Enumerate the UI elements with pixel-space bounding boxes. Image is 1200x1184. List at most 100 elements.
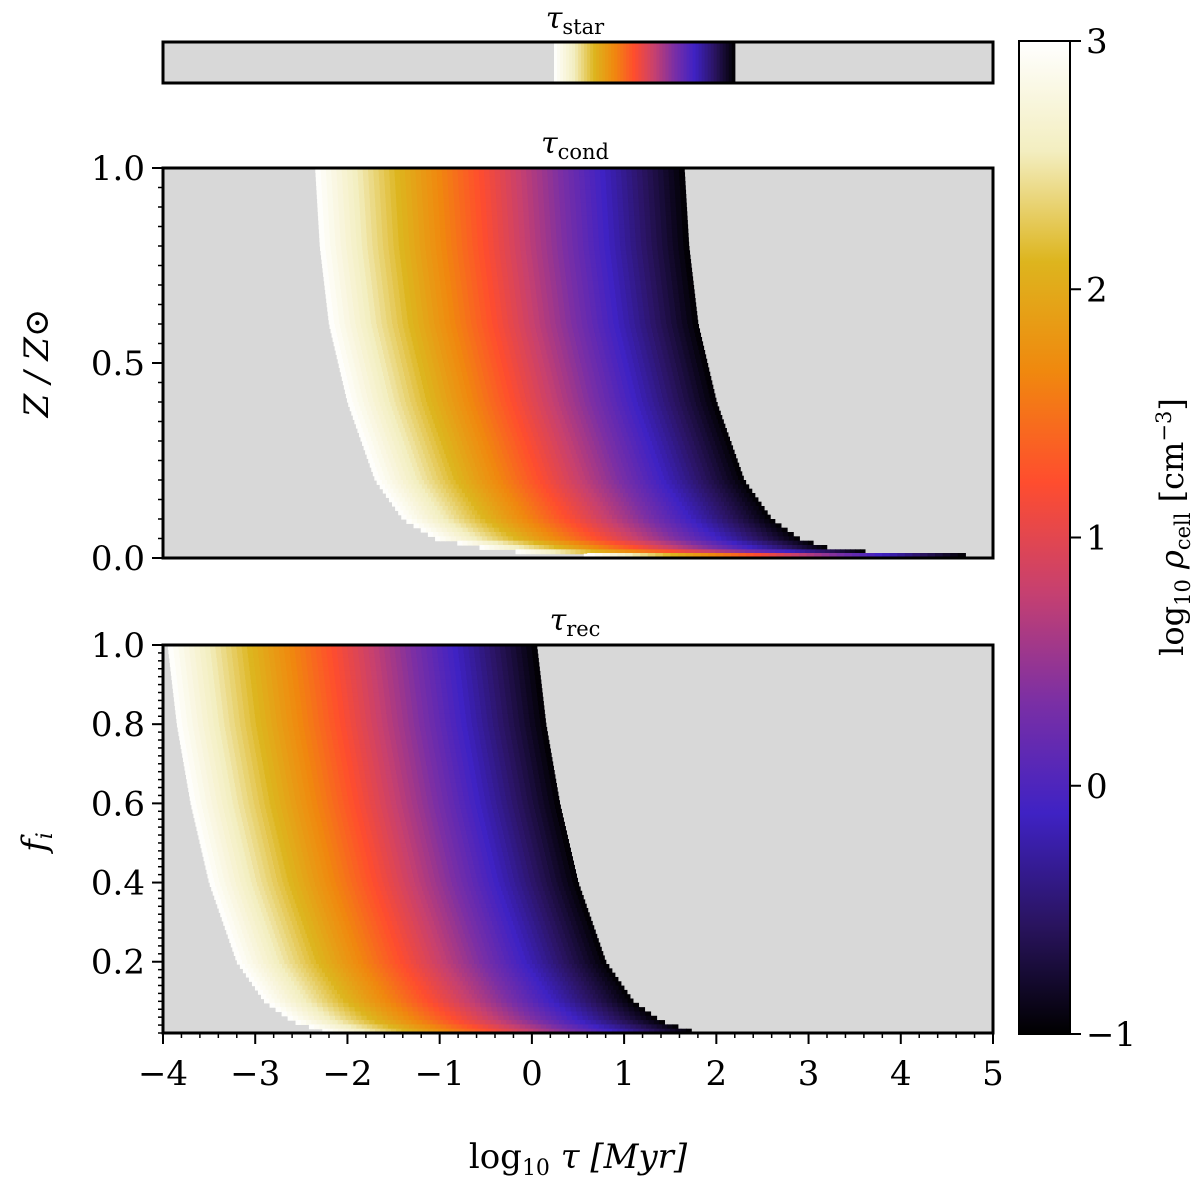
heatmap-cell — [458, 176, 464, 182]
heatmap-cell — [717, 462, 724, 468]
heatmap-cell — [546, 350, 553, 355]
heatmap-cell — [441, 246, 448, 251]
heatmap-cell — [587, 224, 594, 230]
heatmap-cell — [439, 436, 446, 442]
heatmap-cell — [484, 445, 491, 451]
heatmap-cell — [572, 246, 579, 251]
heatmap-cell — [690, 380, 697, 386]
heatmap-cell — [436, 428, 443, 433]
heatmap-cell — [636, 350, 642, 355]
heatmap-cell — [495, 181, 502, 186]
heatmap-cell — [447, 302, 454, 308]
heatmap-cell — [617, 311, 624, 316]
tau-star-cell — [713, 42, 718, 83]
heatmap-cell — [669, 432, 676, 438]
heatmap-cell — [413, 436, 420, 442]
heatmap-cell — [499, 428, 506, 433]
heatmap-cell — [624, 280, 631, 286]
heatmap-cell — [395, 445, 402, 451]
heatmap-cell — [594, 246, 600, 251]
heatmap-cell — [523, 406, 530, 412]
heatmap-cell — [559, 198, 566, 204]
heatmap-cell — [627, 259, 634, 264]
heatmap-cell — [500, 415, 507, 420]
heatmap-cell — [328, 215, 335, 221]
heatmap-cell — [432, 402, 439, 407]
tau-star-cell — [557, 42, 561, 83]
heatmap-cell — [447, 181, 454, 186]
heatmap-cell — [668, 298, 675, 303]
heatmap-cell — [315, 172, 322, 178]
heatmap-cell — [603, 454, 610, 459]
heatmap-cell — [717, 432, 724, 438]
heatmap-cell — [549, 202, 556, 208]
heatmap-cell — [348, 198, 355, 204]
heatmap-cell — [543, 306, 550, 312]
heatmap-cell — [388, 328, 395, 334]
heatmap-cell — [585, 198, 592, 204]
heatmap-cell — [545, 228, 552, 234]
heatmap-cell — [402, 220, 409, 225]
heatmap-cell — [550, 324, 557, 329]
heatmap-cell — [538, 198, 545, 204]
heatmap-cell — [548, 198, 555, 204]
heatmap-cell — [424, 393, 431, 399]
heatmap-cell — [571, 345, 578, 351]
heatmap-cell — [499, 328, 506, 334]
heatmap-cell — [559, 419, 566, 425]
heatmap-cell — [506, 194, 513, 199]
heatmap-cell — [427, 306, 434, 312]
heatmap-cell — [603, 285, 610, 290]
heatmap-cell — [615, 168, 622, 173]
heatmap-cell — [654, 198, 661, 204]
heatmap-cell — [559, 337, 566, 342]
heatmap-cell — [691, 341, 698, 347]
heatmap-cell — [461, 345, 467, 351]
heatmap-cell — [668, 293, 675, 299]
heatmap-cell — [382, 233, 389, 238]
heatmap-cell — [407, 211, 414, 217]
heatmap-cell — [657, 246, 664, 251]
heatmap-cell — [428, 449, 435, 455]
heatmap-cell — [519, 228, 526, 234]
heatmap-cell — [664, 402, 671, 407]
heatmap-cell — [678, 246, 685, 251]
heatmap-cell — [373, 254, 380, 260]
heatmap-cell — [622, 198, 629, 204]
heatmap-cell — [490, 445, 496, 451]
heatmap-cell — [457, 458, 464, 464]
heatmap-cell — [575, 198, 582, 204]
tau-star-cell — [725, 42, 730, 83]
heatmap-cell — [453, 445, 460, 451]
heatmap-cell — [635, 233, 642, 238]
heatmap-cell — [539, 319, 546, 325]
heatmap-cell — [631, 250, 638, 256]
heatmap-cell — [377, 410, 384, 416]
heatmap-cell — [452, 254, 459, 260]
heatmap-cell — [543, 202, 550, 208]
tau-star-cell — [554, 42, 558, 83]
heatmap-cell — [458, 189, 465, 195]
heatmap-cell — [531, 332, 538, 338]
heatmap-cell — [578, 441, 584, 446]
heatmap-cell — [532, 402, 539, 407]
heatmap-cell — [464, 189, 470, 195]
heatmap-cell — [617, 267, 624, 273]
heatmap-cell — [496, 462, 503, 468]
heatmap-cell — [572, 454, 579, 459]
heatmap-cell — [407, 449, 414, 455]
heatmap-cell — [676, 436, 683, 442]
heatmap-cell — [629, 224, 636, 230]
heatmap-cell — [441, 328, 448, 334]
heatmap-cell — [542, 415, 549, 420]
heatmap-cell — [503, 423, 510, 429]
heatmap-cell — [465, 272, 472, 277]
heatmap-cell — [498, 237, 505, 243]
heatmap-cell — [585, 432, 592, 438]
heatmap-cell — [547, 332, 554, 338]
heatmap-cell — [663, 354, 670, 360]
heatmap-cell — [579, 380, 586, 386]
heatmap-cell — [329, 280, 336, 286]
heatmap-cell — [410, 415, 417, 420]
heatmap-cell — [380, 311, 387, 316]
